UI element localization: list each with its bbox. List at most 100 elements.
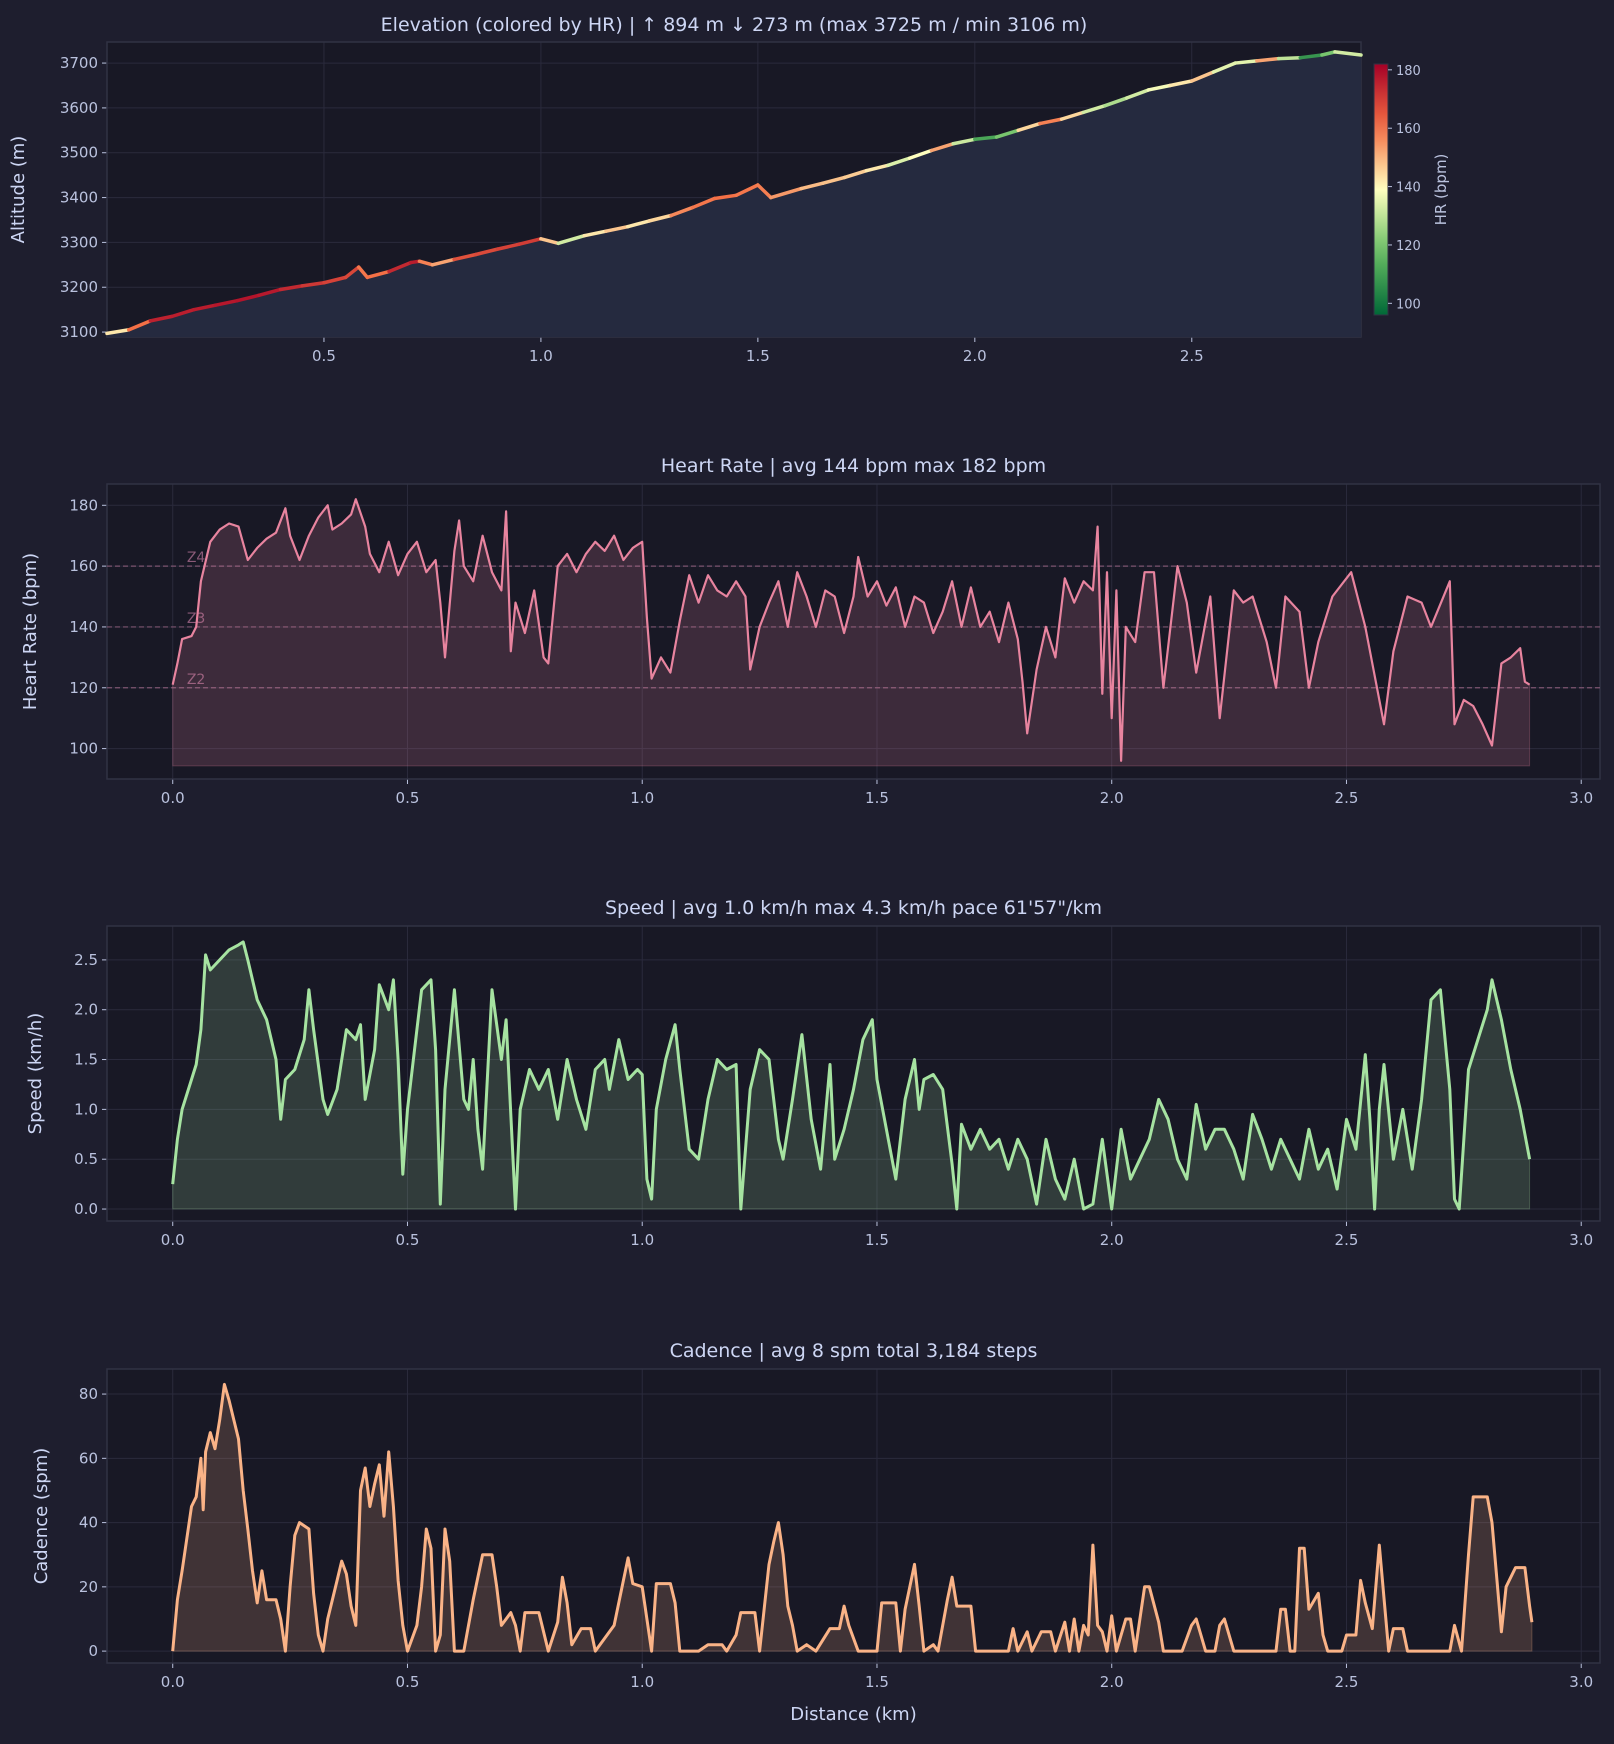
- elevation-segment: [365, 269, 391, 280]
- heart-rate-line: [171, 498, 1531, 762]
- y-tick-label: 0: [88, 1642, 98, 1660]
- elevation-segment: [1320, 50, 1337, 57]
- x-tick-label: 1.0: [529, 347, 553, 365]
- x-tick-label: 2.0: [1100, 1231, 1124, 1249]
- y-tick-label: 1.0: [74, 1100, 98, 1118]
- speed-line: [171, 940, 1532, 1211]
- y-tick-label: 2.0: [74, 1001, 98, 1019]
- speed-y-axis-label: Speed (km/h): [25, 1013, 46, 1135]
- x-tick-label: 3.0: [1569, 1673, 1593, 1691]
- elevation-segment: [126, 319, 153, 332]
- heart-rate-chart: 0.0 0.5 1.0 1.5 2.0 2.5 3.0 100 120 140 160 180 Hear…: [20, 455, 1601, 807]
- colorbar-tick-label: 140: [1396, 181, 1421, 196]
- x-tick-label: 0.5: [396, 1673, 420, 1691]
- y-tick-label: 160: [69, 557, 98, 575]
- hr-colorbar: [1373, 63, 1389, 316]
- elevation-segment: [669, 205, 695, 218]
- y-tick-label: 0.0: [74, 1200, 98, 1218]
- elevation-segment: [1146, 83, 1172, 92]
- y-tick-label: 3300: [60, 233, 98, 251]
- heart-rate-plot-area: [107, 484, 1600, 779]
- elevation-segment: [170, 307, 196, 319]
- elevation-segment: [213, 298, 239, 307]
- x-tick-label: 1.5: [865, 789, 889, 807]
- colorbar-label: HR (bpm): [1432, 154, 1450, 226]
- elevation-segment: [1038, 117, 1064, 126]
- elevation-segment: [257, 287, 283, 298]
- x-tick-label: 0.0: [161, 789, 185, 807]
- x-tick-label: 1.5: [865, 1673, 889, 1691]
- elevation-segment: [582, 229, 608, 238]
- elevation-segment: [495, 242, 521, 251]
- elevation-segment: [1124, 88, 1151, 100]
- y-tick-label: 120: [69, 679, 98, 697]
- cadence-line: [171, 1382, 1534, 1653]
- elevation-segment: [1333, 50, 1363, 57]
- elevation-segment: [712, 193, 738, 201]
- elevation-segment: [799, 181, 825, 191]
- elevation-segment: [756, 183, 773, 200]
- elevation-segment: [148, 314, 174, 323]
- elevation-segment: [734, 183, 760, 198]
- elevation-segment: [1016, 121, 1042, 133]
- x-tick-label: 1.0: [630, 1673, 654, 1691]
- elevation-segment: [994, 128, 1020, 139]
- elevation-title: Elevation (colored by HR) | ↑ 894 m ↓ 27…: [381, 14, 1088, 36]
- x-tick-label: 3.0: [1569, 789, 1593, 807]
- elevation-segment: [1190, 70, 1216, 83]
- x-tick-label: 1.0: [630, 789, 654, 807]
- y-tick-label: 1.5: [74, 1051, 98, 1069]
- y-tick-label: 60: [79, 1449, 98, 1467]
- elevation-segment: [278, 284, 305, 292]
- speed-plot-area: [107, 926, 1600, 1221]
- elevation-segment: [886, 156, 912, 168]
- x-tick-label: 2.5: [1335, 789, 1359, 807]
- y-tick-label: 3600: [60, 99, 98, 117]
- elevation-segment: [1255, 56, 1281, 63]
- x-tick-label: 1.5: [865, 1231, 889, 1249]
- elevation-segment: [105, 328, 131, 336]
- elevation-segment: [192, 303, 218, 312]
- hr-zone-label: Z4: [187, 550, 206, 566]
- elevation-segment: [929, 142, 955, 153]
- elevation-segment: [1168, 79, 1194, 88]
- x-tick-label: 2.0: [1100, 1673, 1124, 1691]
- elevation-segment: [691, 196, 717, 210]
- y-tick-label: 140: [69, 618, 98, 636]
- heart-rate-y-axis-label: Heart Rate (bpm): [20, 553, 41, 710]
- y-tick-label: 80: [79, 1385, 98, 1403]
- x-tick-label: 0.5: [396, 1231, 420, 1249]
- x-tick-label: 0.5: [312, 347, 336, 365]
- elevation-segment: [647, 213, 673, 223]
- colorbar-tick-label: 160: [1396, 122, 1421, 137]
- x-tick-label: 2.5: [1335, 1673, 1359, 1691]
- x-axis-label: Distance (km): [790, 1704, 916, 1725]
- y-tick-label: 100: [69, 740, 98, 758]
- cadence-y-axis-label: Cadence (spm): [31, 1448, 52, 1585]
- speed-axes-frame: [106, 925, 1601, 1222]
- elevation-segment: [387, 260, 413, 274]
- elevation-segment: [973, 135, 999, 142]
- x-tick-label: 2.0: [1100, 789, 1124, 807]
- y-tick-label: 3700: [60, 54, 98, 72]
- elevation-segment: [300, 281, 326, 288]
- elevation-segment: [1211, 61, 1237, 74]
- cadence-axes-frame: [106, 1368, 1601, 1664]
- elevation-segment: [1103, 96, 1129, 108]
- elevation-segment: [1276, 55, 1303, 61]
- x-tick-label: 0.0: [161, 1231, 185, 1249]
- y-tick-label: 3400: [60, 189, 98, 207]
- elevation-segment: [517, 237, 543, 246]
- colorbar-tick-label: 120: [1396, 239, 1421, 254]
- elevation-y-axis-label: Altitude (m): [8, 136, 29, 244]
- elevation-segment: [1059, 110, 1086, 121]
- y-tick-label: 40: [79, 1514, 98, 1532]
- elevation-segment: [907, 148, 934, 160]
- elevation-segment: [430, 257, 456, 267]
- y-tick-label: 180: [69, 496, 98, 514]
- elevation-segment: [604, 224, 630, 233]
- elevation-segment: [1298, 53, 1324, 60]
- speed-title: Speed | avg 1.0 km/h max 4.3 km/h pace 6…: [605, 897, 1102, 919]
- colorbar-tick-label: 100: [1396, 297, 1421, 312]
